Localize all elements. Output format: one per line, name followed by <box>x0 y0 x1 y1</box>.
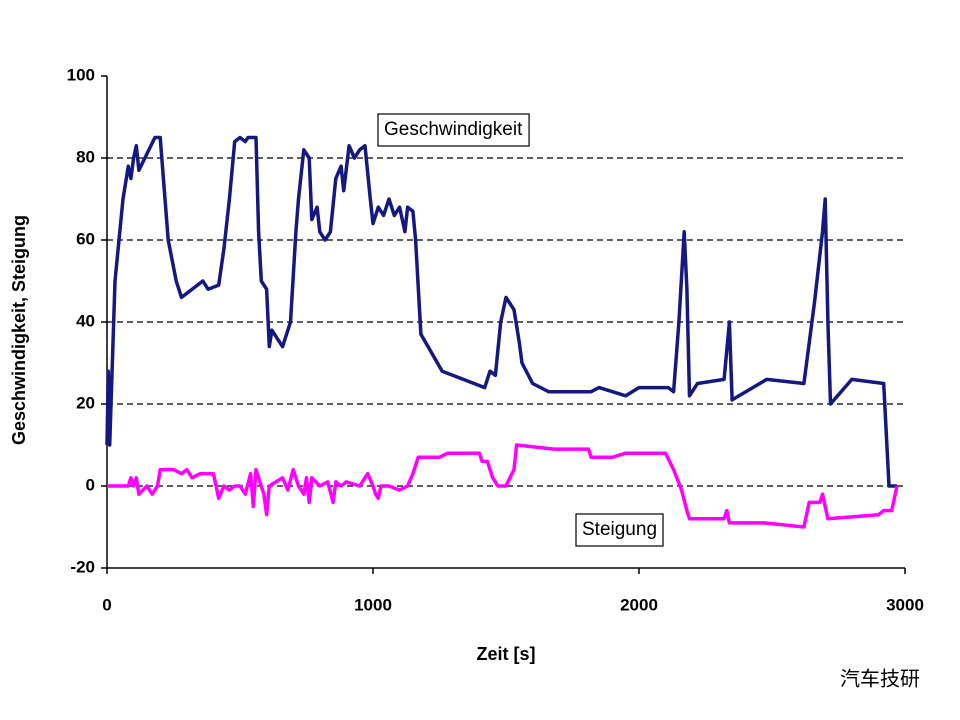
x-tick-label: 1000 <box>354 595 392 614</box>
y-tick-label: 40 <box>76 311 95 330</box>
series-label-box <box>377 113 530 147</box>
series-line <box>107 443 899 529</box>
watermark: 汽车技研 <box>840 667 920 690</box>
x-tick-label: 3000 <box>886 595 924 614</box>
x-tick-label: 2000 <box>620 595 658 614</box>
x-tick-label: 0 <box>102 595 111 614</box>
series-label-box <box>575 513 664 547</box>
y-tick-label: 80 <box>76 147 95 166</box>
y-tick-label: 100 <box>67 65 95 84</box>
series-label: Geschwindigkeit <box>384 119 523 140</box>
series-line <box>105 135 897 488</box>
y-axis-label: Geschwindigkeit, Steigung <box>9 215 29 445</box>
y-tick-label: 20 <box>76 393 95 412</box>
y-tick-label: 0 <box>86 475 95 494</box>
x-axis-label: Zeit [s] <box>476 644 535 664</box>
y-tick-label: 60 <box>76 229 95 248</box>
series-label: Steigung <box>582 519 657 540</box>
y-tick-label: -20 <box>70 557 95 576</box>
